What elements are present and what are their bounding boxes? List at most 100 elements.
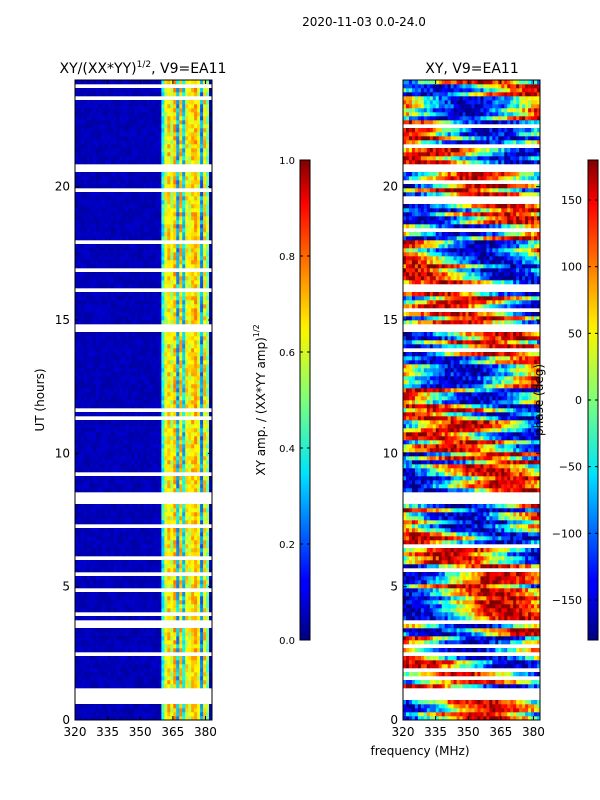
- heat-cell: [176, 680, 180, 685]
- heat-cell: [95, 216, 100, 221]
- heat-cell: [158, 592, 162, 597]
- heat-cell: [101, 304, 106, 309]
- heat-cell: [107, 560, 112, 565]
- heat-cell: [80, 668, 85, 673]
- heat-cell: [164, 704, 168, 709]
- heat-cell: [107, 552, 112, 557]
- heat-cell: [122, 680, 127, 685]
- heat-cell: [140, 528, 144, 533]
- heat-cell: [131, 420, 135, 425]
- heat-cell: [137, 264, 141, 269]
- heat-cell: [104, 608, 109, 613]
- heat-cell: [89, 292, 94, 297]
- heat-cell: [170, 540, 174, 545]
- heat-cell: [137, 332, 141, 337]
- heat-cell: [197, 248, 201, 253]
- heat-cell: [149, 592, 153, 597]
- heat-cell: [89, 276, 94, 281]
- heat-cell: [161, 636, 165, 641]
- heat-cell: [116, 436, 121, 441]
- heat-cell: [110, 460, 115, 465]
- heat-cell: [152, 576, 156, 581]
- heat-cell: [155, 528, 159, 533]
- heat-cell: [116, 476, 121, 481]
- heat-cell: [101, 488, 106, 493]
- heat-cell: [110, 244, 115, 249]
- heat-cell: [143, 672, 147, 677]
- heat-cell: [155, 204, 159, 209]
- heat-cell: [83, 340, 88, 345]
- heat-cell: [140, 648, 144, 653]
- heat-cell: [77, 596, 82, 601]
- heat-cell: [152, 600, 156, 605]
- heat-cell: [113, 232, 118, 237]
- heat-cell: [185, 364, 189, 369]
- heat-cell: [134, 684, 138, 689]
- heat-cell: [176, 216, 180, 221]
- heat-cell: [170, 560, 174, 565]
- heat-cell: [131, 708, 135, 713]
- heat-cell: [77, 644, 82, 649]
- heat-cell: [75, 316, 79, 321]
- heat-cell: [131, 552, 135, 557]
- heat-cell: [203, 196, 207, 201]
- heat-cell: [188, 532, 192, 537]
- heat-cell: [176, 632, 180, 637]
- heat-cell: [188, 660, 192, 665]
- heat-cell: [86, 456, 91, 461]
- heat-cell: [98, 628, 103, 633]
- heat-cell: [125, 576, 130, 581]
- heat-cell: [128, 208, 132, 213]
- heat-cell: [176, 388, 180, 393]
- heat-cell: [110, 376, 115, 381]
- heat-cell: [161, 564, 165, 569]
- heat-cell: [101, 284, 106, 289]
- heat-cell: [140, 604, 144, 609]
- heat-cell: [104, 480, 109, 485]
- heat-cell: [110, 360, 115, 365]
- heat-cell: [75, 248, 79, 253]
- heat-cell: [83, 504, 88, 509]
- heat-cell: [203, 592, 207, 597]
- heat-cell: [161, 608, 165, 613]
- heat-cell: [131, 544, 135, 549]
- heat-cell: [143, 372, 147, 377]
- heat-cell: [98, 296, 103, 301]
- heat-cell: [167, 372, 171, 377]
- heat-cell: [179, 212, 183, 217]
- heat-cell: [149, 528, 153, 533]
- heat-cell: [80, 244, 85, 249]
- heat-cell: [137, 568, 141, 573]
- heat-cell: [209, 444, 213, 449]
- heat-cell: [116, 632, 121, 637]
- heat-cell: [86, 632, 91, 637]
- heat-cell: [176, 256, 180, 261]
- heat-cell: [146, 276, 150, 281]
- heat-cell: [98, 440, 103, 445]
- heat-cell: [92, 708, 97, 713]
- heat-cell: [137, 680, 141, 685]
- heat-cell: [137, 564, 141, 569]
- heat-cell: [209, 340, 213, 345]
- heat-cell: [137, 712, 141, 717]
- heat-cell: [197, 640, 201, 645]
- heat-cell: [86, 320, 91, 325]
- heat-cell: [185, 540, 189, 545]
- heat-cell: [80, 280, 85, 285]
- heat-cell: [89, 432, 94, 437]
- heat-cell: [77, 576, 82, 581]
- heat-cell: [161, 484, 165, 489]
- heat-cell: [77, 712, 82, 717]
- heat-cell: [149, 204, 153, 209]
- heat-cell: [125, 552, 130, 557]
- heat-cell: [164, 392, 168, 397]
- heat-cell: [200, 228, 204, 233]
- heat-cell: [101, 456, 106, 461]
- heat-cell: [125, 584, 130, 589]
- heat-cell: [75, 528, 79, 533]
- heat-cell: [128, 608, 132, 613]
- heat-cell: [194, 600, 198, 605]
- heat-cell: [134, 444, 138, 449]
- heat-cell: [194, 684, 198, 689]
- heat-cell: [113, 424, 118, 429]
